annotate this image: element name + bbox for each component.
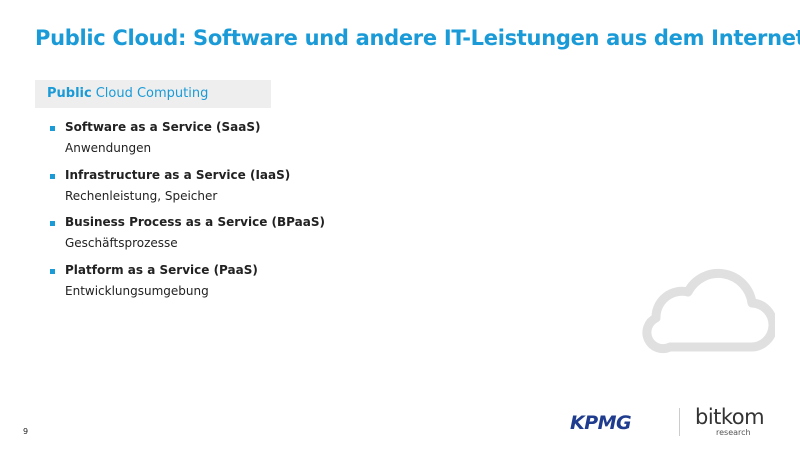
- item-title: Software as a Service (SaaS): [65, 120, 261, 134]
- item-subtitle: Geschäftsprozesse: [65, 236, 178, 250]
- item-title: Platform as a Service (PaaS): [65, 262, 258, 277]
- slide-title: Public Cloud: Software und andere IT-Lei…: [35, 26, 800, 50]
- bullet: [50, 268, 55, 274]
- heading-bold: Public: [47, 86, 92, 101]
- item-subtitle: Rechenleistung, Speicher: [65, 188, 218, 203]
- bullet: [50, 221, 55, 226]
- item-title: Infrastructure as a Service (IaaS): [65, 167, 291, 182]
- page-number: 9: [23, 427, 29, 436]
- section-heading: Public Cloud Computing: [47, 86, 208, 101]
- cloud-icon: [642, 268, 775, 354]
- bullet: [50, 173, 55, 179]
- section-box: Public Cloud Computing: [35, 80, 271, 108]
- item-subtitle: Anwendungen: [65, 141, 152, 155]
- item-title: Business Process as a Service (BPaaS): [65, 215, 325, 229]
- heading-rest: Cloud Computing: [95, 86, 209, 101]
- bitkom-sub: research: [716, 428, 751, 437]
- bitkom-logo: bitkom: [695, 405, 765, 429]
- logo-divider: [679, 408, 680, 436]
- kpmg-logo: KPMG: [570, 412, 632, 434]
- item-subtitle: Entwicklungsumgebung: [65, 283, 209, 298]
- bullet: [50, 126, 55, 131]
